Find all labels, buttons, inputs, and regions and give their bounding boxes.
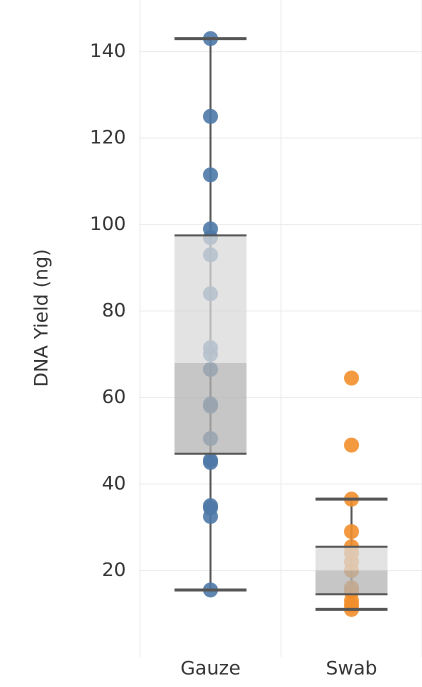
x-tick-label: Swab <box>326 658 377 680</box>
y-tick-label: 120 <box>90 127 126 149</box>
x-tick-label: Gauze <box>180 658 240 680</box>
y-tick-label: 100 <box>90 213 126 235</box>
y-tick-label: 20 <box>102 559 126 581</box>
box-lower <box>315 570 388 595</box>
y-tick-label: 80 <box>102 300 126 322</box>
y-tick-label: 60 <box>102 386 126 408</box>
y-tick-label: 40 <box>102 473 126 495</box>
box-lower <box>174 362 247 454</box>
data-point <box>344 524 359 540</box>
y-axis-label: DNA Yield (ng) <box>31 249 53 387</box>
data-point <box>203 454 218 470</box>
data-point <box>344 437 359 453</box>
data-point <box>203 108 218 124</box>
box-upper <box>315 546 388 571</box>
data-point <box>344 370 359 386</box>
data-point <box>203 167 218 183</box>
y-tick-label: 140 <box>90 40 126 62</box>
box-upper <box>174 235 247 363</box>
data-point <box>203 508 218 524</box>
